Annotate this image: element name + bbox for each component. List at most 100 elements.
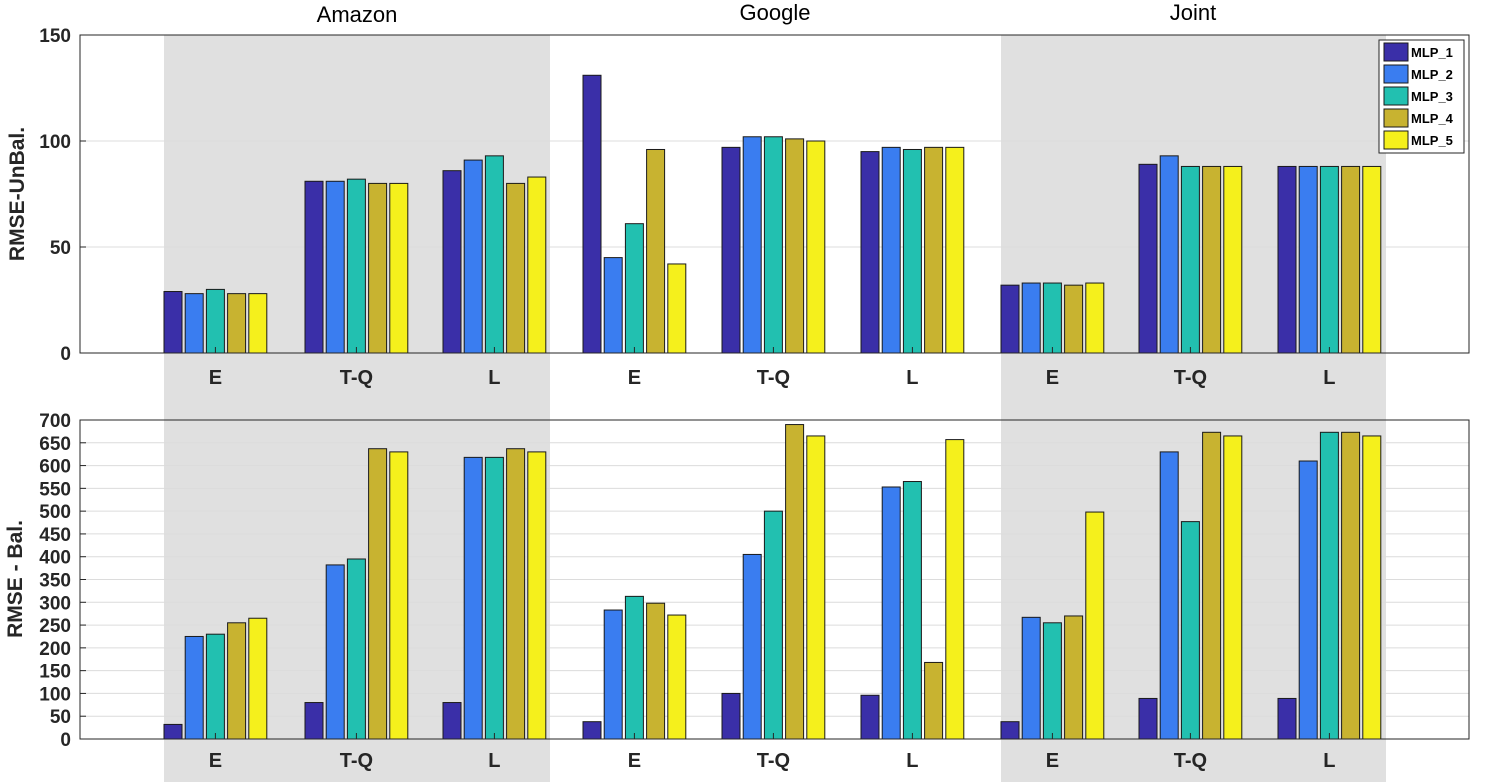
bar-mlp5-joint-l — [1362, 435, 1382, 740]
legend-swatch-mlp5 — [1383, 130, 1409, 150]
x-tick-label-l: L — [1323, 750, 1335, 772]
bar-mlp5-joint-t-q — [1223, 165, 1243, 354]
x-tick-label-e: E — [209, 750, 222, 772]
bar-mlp5-amazon-e — [248, 617, 268, 740]
bar-mlp3-joint-e — [1042, 282, 1062, 354]
bar-mlp3-amazon-e — [205, 288, 225, 354]
bar-mlp1-joint-t-q — [1138, 697, 1158, 740]
bar-mlp3-amazon-t-q — [346, 558, 366, 740]
top-plot-frame — [79, 34, 1470, 354]
top-ylabel: RMSE-UnBal. — [6, 127, 29, 261]
bar-mlp1-joint-e — [1000, 284, 1020, 354]
legend-label-mlp1: MLP_1 — [1411, 45, 1453, 60]
y-tick-label: 450 — [39, 525, 71, 546]
bar-mlp2-joint-l — [1298, 460, 1318, 740]
bar-mlp5-google-e — [667, 263, 687, 354]
bar-mlp1-amazon-e — [163, 723, 183, 740]
bar-mlp1-joint-e — [1000, 721, 1020, 740]
y-tick-label: 50 — [50, 238, 71, 259]
y-tick-label: 200 — [39, 639, 71, 660]
legend-label-mlp2: MLP_2 — [1411, 67, 1453, 82]
legend-swatch-mlp2 — [1383, 64, 1409, 84]
y-tick-label: 100 — [39, 132, 71, 153]
y-tick-label: 300 — [39, 593, 71, 614]
bar-mlp5-amazon-t-q — [389, 182, 409, 354]
bar-mlp5-joint-t-q — [1223, 435, 1243, 740]
y-tick-label: 400 — [39, 548, 71, 569]
x-tick-label-e: E — [1046, 367, 1059, 389]
bar-mlp2-google-e — [603, 257, 623, 354]
y-tick-label: 500 — [39, 502, 71, 523]
y-tick-label: 350 — [39, 571, 71, 592]
x-tick-label-t-q: T-Q — [1174, 367, 1207, 389]
bar-mlp5-google-t-q — [806, 140, 826, 354]
bar-mlp2-amazon-l — [463, 159, 483, 354]
bar-mlp5-amazon-l — [527, 176, 547, 354]
bar-mlp4-google-l — [924, 146, 944, 354]
bar-mlp4-joint-t-q — [1202, 431, 1222, 740]
x-tick-label-e: E — [628, 750, 641, 772]
y-tick-label: 0 — [60, 344, 71, 365]
bar-mlp4-google-e — [646, 602, 666, 740]
bar-mlp4-joint-l — [1341, 165, 1361, 354]
bar-mlp5-google-l — [945, 439, 965, 740]
bar-mlp5-amazon-e — [248, 293, 268, 354]
x-tick-label-e: E — [209, 367, 222, 389]
x-tick-label-e: E — [628, 367, 641, 389]
legend-label-mlp5: MLP_5 — [1411, 133, 1453, 148]
bar-mlp3-amazon-t-q — [346, 178, 366, 354]
y-tick-label: 550 — [39, 479, 71, 500]
x-tick-label-t-q: T-Q — [340, 750, 373, 772]
bar-mlp4-joint-l — [1341, 431, 1361, 740]
bar-mlp2-joint-t-q — [1159, 451, 1179, 740]
bar-mlp4-amazon-t-q — [368, 448, 388, 740]
bar-mlp4-joint-t-q — [1202, 165, 1222, 354]
bar-mlp1-google-e — [582, 721, 602, 740]
bar-mlp2-joint-e — [1021, 282, 1041, 354]
bar-mlp5-google-e — [667, 614, 687, 740]
bar-mlp3-amazon-l — [484, 155, 504, 354]
bar-mlp5-google-t-q — [806, 435, 826, 740]
y-tick-label: 650 — [39, 434, 71, 455]
bar-mlp2-google-l — [881, 486, 901, 740]
bar-mlp1-google-l — [860, 151, 880, 354]
x-tick-label-l: L — [906, 367, 918, 389]
bar-mlp4-google-t-q — [785, 424, 805, 740]
bar-mlp5-joint-e — [1085, 282, 1105, 354]
x-tick-label-e: E — [1046, 750, 1059, 772]
y-tick-label: 150 — [39, 662, 71, 683]
y-tick-label: 600 — [39, 457, 71, 478]
bar-mlp5-google-l — [945, 146, 965, 354]
bar-mlp3-joint-e — [1042, 622, 1062, 740]
bar-mlp4-joint-e — [1064, 615, 1084, 740]
bar-mlp2-amazon-e — [184, 635, 204, 740]
bar-mlp4-google-t-q — [785, 138, 805, 354]
bar-mlp1-google-e — [582, 74, 602, 354]
bar-mlp4-amazon-e — [227, 622, 247, 740]
bar-mlp4-amazon-t-q — [368, 182, 388, 354]
bar-mlp1-amazon-e — [163, 291, 183, 354]
bar-mlp3-joint-t-q — [1180, 521, 1200, 740]
bottom-ylabel: RMSE - Bal. — [4, 520, 27, 638]
bar-mlp2-amazon-l — [463, 456, 483, 740]
y-tick-label: 100 — [39, 684, 71, 705]
bar-mlp2-amazon-t-q — [325, 564, 345, 740]
group-title-amazon: Amazon — [317, 2, 398, 27]
group-title-joint: Joint — [1170, 0, 1216, 25]
bar-mlp1-google-l — [860, 694, 880, 740]
bar-mlp2-amazon-e — [184, 293, 204, 354]
bar-mlp3-google-e — [624, 595, 644, 740]
bar-mlp1-google-t-q — [721, 692, 741, 740]
x-tick-label-t-q: T-Q — [757, 750, 790, 772]
bar-mlp1-amazon-t-q — [304, 702, 324, 740]
x-tick-label-l: L — [906, 750, 918, 772]
legend-swatch-mlp1 — [1383, 42, 1409, 62]
bar-mlp4-joint-e — [1064, 284, 1084, 354]
bar-mlp3-google-l — [902, 148, 922, 354]
bar-mlp1-amazon-l — [442, 702, 462, 740]
bar-mlp1-amazon-l — [442, 170, 462, 354]
y-tick-label: 700 — [39, 411, 71, 432]
bar-mlp2-google-e — [603, 609, 623, 740]
bar-mlp1-amazon-t-q — [304, 180, 324, 354]
